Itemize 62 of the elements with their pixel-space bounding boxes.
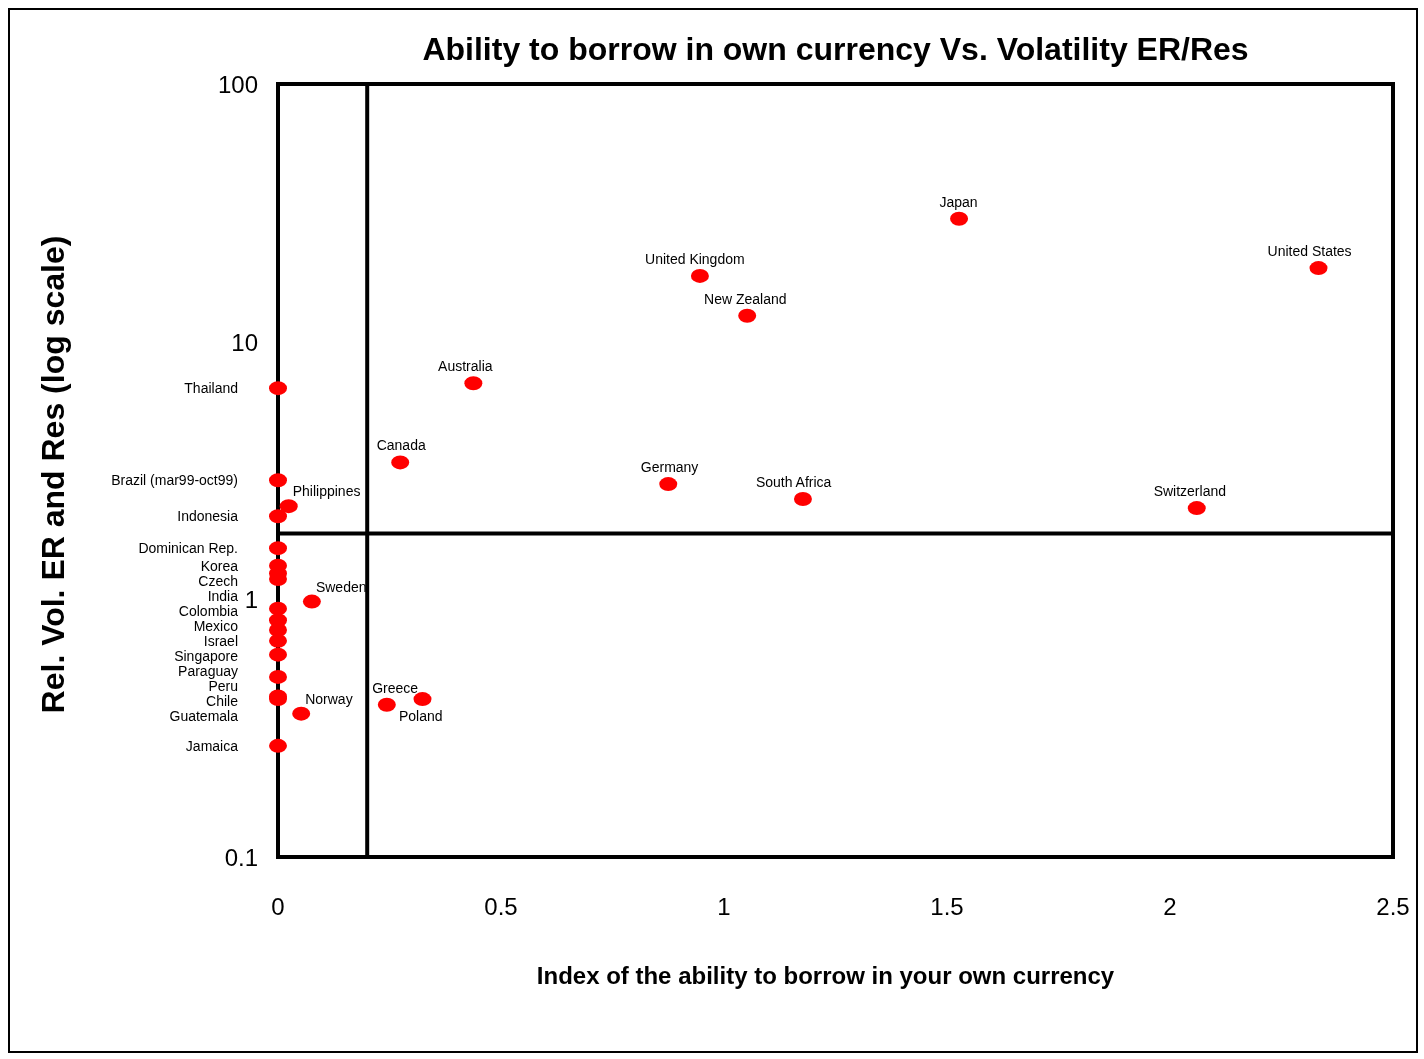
annotation: Norway bbox=[305, 690, 353, 707]
point bbox=[738, 308, 757, 323]
point bbox=[269, 541, 287, 556]
point bbox=[269, 509, 287, 524]
annotation: Mexico bbox=[193, 617, 239, 634]
annotation: Poland bbox=[398, 708, 443, 725]
point bbox=[659, 477, 678, 492]
annotation: Czech bbox=[198, 572, 238, 589]
x-tick-label: 0.5 bbox=[484, 893, 518, 920]
y-tick-label: 0.1 bbox=[224, 844, 258, 871]
point bbox=[690, 268, 709, 283]
x-tick-label: 0 bbox=[271, 893, 285, 920]
annotation: Singapore bbox=[174, 647, 239, 664]
point bbox=[269, 381, 287, 396]
annotation: Guatemala bbox=[169, 707, 239, 724]
point bbox=[269, 633, 287, 648]
x-tick-label: 2.5 bbox=[1376, 893, 1410, 920]
annotation: United Kingdom bbox=[645, 250, 745, 267]
point bbox=[950, 211, 969, 226]
point bbox=[292, 706, 311, 721]
annotation: Indonesia bbox=[177, 508, 239, 525]
point bbox=[464, 376, 483, 391]
annotation: Germany bbox=[640, 459, 699, 476]
point bbox=[1309, 261, 1328, 276]
point bbox=[793, 492, 812, 507]
point bbox=[269, 647, 287, 662]
annotation: Dominican Rep. bbox=[138, 540, 238, 557]
annotation: United States bbox=[1267, 243, 1352, 260]
annotation: South Africa bbox=[755, 474, 832, 491]
point bbox=[1187, 501, 1206, 516]
point bbox=[391, 455, 410, 470]
y-axis-title: Rel. Vol. ER and Res (log scale) bbox=[35, 235, 71, 714]
x-tick-label: 2 bbox=[1163, 893, 1177, 920]
chart-title: Ability to borrow in own currency Vs. Volatility ER/Res bbox=[422, 31, 1249, 67]
annotation: Chile bbox=[206, 692, 239, 709]
annotation: Colombia bbox=[178, 602, 239, 619]
point bbox=[279, 499, 298, 514]
point bbox=[269, 738, 287, 753]
annotation: Australia bbox=[438, 358, 493, 375]
x-tick-label: 1.5 bbox=[930, 893, 964, 920]
annotation: Thailand bbox=[184, 380, 238, 397]
annotation: New Zealand bbox=[704, 290, 787, 307]
x-tick-label: 1 bbox=[717, 893, 731, 920]
annotation: Brazil (mar99-oct99) bbox=[111, 472, 238, 489]
annotation: Philippines bbox=[292, 483, 361, 500]
annotation: India bbox=[207, 587, 239, 604]
annotation: Israel bbox=[203, 632, 238, 649]
x-axis-title: Index of the ability to borrow in your own currency bbox=[536, 962, 1115, 989]
y-tick-label: 100 bbox=[217, 71, 258, 98]
y-tick-label: 1 bbox=[244, 586, 258, 614]
point bbox=[413, 692, 432, 707]
annotation: Canada bbox=[376, 437, 426, 454]
point bbox=[269, 669, 287, 684]
annotation: Greece bbox=[372, 679, 419, 696]
annotation: Switzerland bbox=[1153, 483, 1227, 500]
point bbox=[377, 697, 396, 712]
point bbox=[302, 594, 321, 609]
annotation: Korea bbox=[200, 557, 239, 574]
y-tick-label: 10 bbox=[231, 328, 258, 356]
point bbox=[269, 473, 287, 488]
annotation: Jamaica bbox=[185, 737, 239, 754]
annotation: Japan bbox=[939, 193, 978, 210]
